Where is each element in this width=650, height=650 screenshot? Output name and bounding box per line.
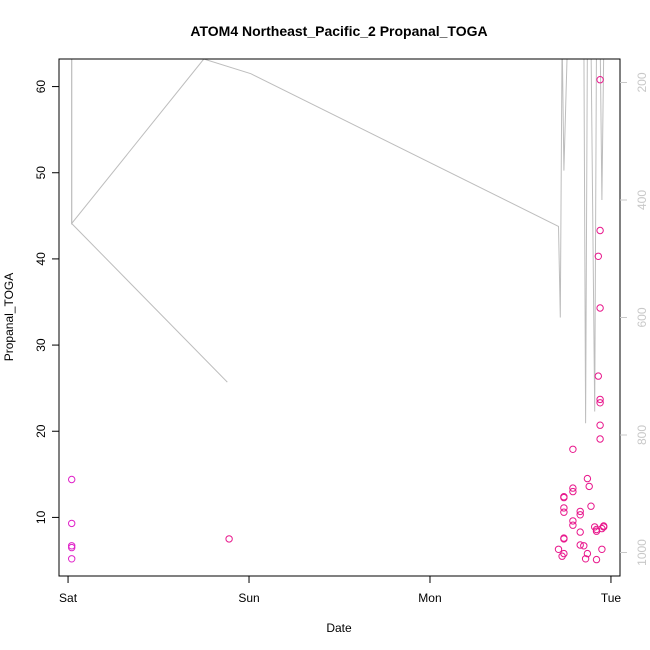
data-point xyxy=(596,435,604,443)
data-point xyxy=(569,517,577,525)
y2-tick-label-1: 400 xyxy=(635,190,649,210)
data-point xyxy=(569,487,577,496)
data-point xyxy=(587,502,595,510)
data-point xyxy=(592,555,601,564)
x-axis-label: Date xyxy=(326,621,352,635)
data-point xyxy=(600,522,608,530)
x-tick-label-3: Tue xyxy=(601,591,622,605)
data-point xyxy=(580,542,588,550)
data-point xyxy=(554,545,563,553)
chart-title: ATOM4 Northeast_Pacific_2 Propanal_TOGA xyxy=(190,23,487,39)
data-point xyxy=(225,535,233,543)
data-point xyxy=(596,304,604,312)
y2-tick-label-4: 1000 xyxy=(635,539,649,566)
data-point xyxy=(576,511,584,519)
data-point xyxy=(569,445,577,453)
data-point xyxy=(596,395,604,404)
data-point xyxy=(596,76,604,84)
data-point xyxy=(585,482,593,491)
y-axis-label: Propanal_TOGA xyxy=(2,273,16,362)
data-point xyxy=(560,508,568,516)
y-tick-label-5: 60 xyxy=(34,80,48,94)
plot-area: Sat Sun Mon Tue 10 20 30 40 50 60 200 400 600 800 1000 xyxy=(34,58,649,605)
data-point xyxy=(583,474,592,483)
plot-frame xyxy=(58,58,621,577)
y-tick-label-4: 50 xyxy=(34,166,48,180)
data-point xyxy=(560,534,568,542)
x-tick-label-0: Sat xyxy=(59,591,78,605)
data-point xyxy=(569,484,577,492)
y2-tick-label-2: 600 xyxy=(635,307,649,327)
y-tick-label-3: 40 xyxy=(34,252,48,266)
data-point xyxy=(596,421,604,429)
data-point xyxy=(581,555,590,563)
data-point xyxy=(569,521,577,529)
x-tick-label-1: Sun xyxy=(238,591,259,605)
data-point xyxy=(576,528,584,536)
data-point xyxy=(594,372,602,380)
pressure-line-1 xyxy=(71,59,605,424)
pressure-line-2 xyxy=(71,59,228,383)
data-point xyxy=(560,549,568,558)
data-point xyxy=(596,399,604,407)
data-point xyxy=(560,504,568,512)
y-tick-label-2: 30 xyxy=(34,338,48,352)
data-point xyxy=(596,226,604,235)
x-tick-label-2: Mon xyxy=(418,591,441,605)
y2-tick-label-3: 800 xyxy=(635,425,649,445)
data-point xyxy=(560,493,568,501)
data-point xyxy=(594,252,602,260)
y-tick-label-0: 10 xyxy=(34,510,48,524)
data-point xyxy=(68,519,76,528)
data-point xyxy=(576,507,584,516)
y2-tick-label-0: 200 xyxy=(635,72,649,92)
data-point xyxy=(68,555,76,563)
y-tick-label-1: 20 xyxy=(34,424,48,438)
data-point xyxy=(598,545,606,553)
data-point xyxy=(68,543,76,552)
data-point xyxy=(583,549,592,558)
data-point xyxy=(576,541,584,549)
data-point xyxy=(68,475,76,484)
